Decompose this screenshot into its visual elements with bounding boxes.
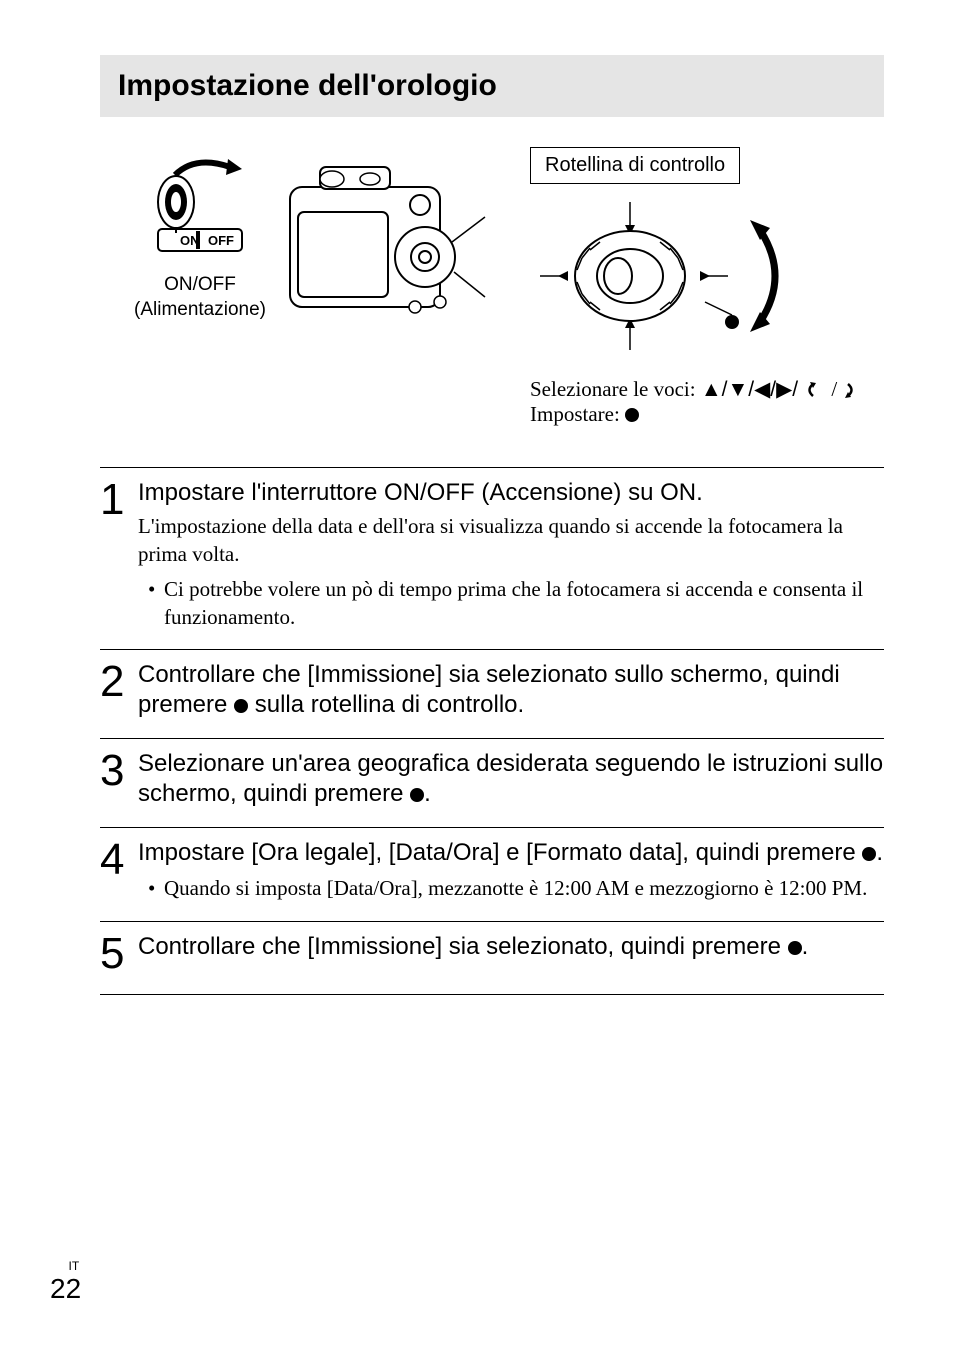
step-head-after: . bbox=[876, 839, 883, 866]
step-number: 1 bbox=[100, 478, 138, 522]
footer-page-number: 22 bbox=[50, 1273, 81, 1305]
control-wheel-label: Rotellina di controllo bbox=[530, 147, 740, 184]
camera-diagram bbox=[280, 147, 500, 342]
step-subtext: L'impostazione della data e dell'ora si … bbox=[138, 512, 884, 569]
rotate-ccw-icon bbox=[803, 381, 831, 399]
steps-list: 1 Impostare l'interruttore ON/OFF (Accen… bbox=[100, 467, 884, 995]
caption-line1: ON/OFF bbox=[164, 274, 236, 295]
step-number: 4 bbox=[100, 838, 138, 882]
step-head-after: sulla rotellina di controllo. bbox=[248, 691, 524, 718]
step-head: Selezionare un'area geografica desiderat… bbox=[138, 749, 884, 809]
page-footer: IT 22 bbox=[50, 1259, 81, 1305]
caption-line2: (Alimentazione) bbox=[134, 299, 266, 320]
set-prefix: Impostare: bbox=[530, 402, 625, 426]
bullet-item: • Quando si imposta [Data/Ora], mezzanot… bbox=[148, 874, 884, 902]
step-head-before: Impostare [Ora legale], [Data/Ora] e [Fo… bbox=[138, 839, 862, 866]
step-head-after: . bbox=[424, 780, 431, 807]
rotate-cw-icon bbox=[842, 381, 858, 399]
bullet-list: • Quando si imposta [Data/Ora], mezzanot… bbox=[138, 874, 884, 902]
step-number: 5 bbox=[100, 932, 138, 976]
section-title-bar: Impostazione dell'orologio bbox=[100, 55, 884, 117]
power-switch-caption: ON/OFF (Alimentazione) bbox=[130, 273, 270, 322]
step-number: 3 bbox=[100, 749, 138, 793]
center-button-icon bbox=[234, 699, 248, 713]
step-head-before: Selezionare un'area geografica desiderat… bbox=[138, 750, 883, 807]
step-head-before: Controllare che [Immissione] sia selezio… bbox=[138, 933, 788, 960]
power-switch-diagram: ON OFF ON/OFF (Alimentazione) bbox=[130, 147, 270, 322]
section-title: Impostazione dell'orologio bbox=[118, 69, 866, 103]
page: Impostazione dell'orologio ON OFF ON/OFF… bbox=[0, 0, 954, 1345]
select-prefix: Selezionare le voci: bbox=[530, 377, 701, 401]
step-5: 5 Controllare che [Immissione] sia selez… bbox=[100, 921, 884, 995]
control-wheel-icon bbox=[510, 190, 820, 360]
step-body: Selezionare un'area geografica desiderat… bbox=[138, 749, 884, 809]
bullet-item: • Ci potrebbe volere un pò di tempo prim… bbox=[148, 575, 884, 632]
step-1: 1 Impostare l'interruttore ON/OFF (Accen… bbox=[100, 467, 884, 649]
control-wheel-block: Rotellina di controllo bbox=[510, 147, 884, 427]
step-4: 4 Impostare [Ora legale], [Data/Ora] e [… bbox=[100, 827, 884, 920]
bullet-dot: • bbox=[148, 874, 164, 902]
step-head: Controllare che [Immissione] sia selezio… bbox=[138, 660, 884, 720]
center-button-icon bbox=[788, 941, 802, 955]
center-button-icon bbox=[862, 847, 876, 861]
step-2: 2 Controllare che [Immissione] sia selez… bbox=[100, 649, 884, 738]
step-body: Controllare che [Immissione] sia selezio… bbox=[138, 932, 884, 962]
bullet-list: • Ci potrebbe volere un pò di tempo prim… bbox=[138, 575, 884, 632]
step-head: Impostare l'interruttore ON/OFF (Accensi… bbox=[138, 478, 884, 508]
step-head-after: . bbox=[802, 933, 809, 960]
footer-lang: IT bbox=[50, 1259, 79, 1273]
step-body: Impostare l'interruttore ON/OFF (Accensi… bbox=[138, 478, 884, 631]
step-body: Impostare [Ora legale], [Data/Ora] e [Fo… bbox=[138, 838, 884, 902]
step-number: 2 bbox=[100, 660, 138, 704]
step-body: Controllare che [Immissione] sia selezio… bbox=[138, 660, 884, 720]
select-symbols: ▲/▼/◀/▶/ bbox=[701, 378, 798, 401]
center-button-icon bbox=[410, 788, 424, 802]
diagram-row: ON OFF ON/OFF (Alimentazione) bbox=[130, 147, 884, 427]
bullet-text: Ci potrebbe volere un pò di tempo prima … bbox=[164, 575, 884, 632]
step-head: Controllare che [Immissione] sia selezio… bbox=[138, 932, 884, 962]
select-items-text: Selezionare le voci: ▲/▼/◀/▶/ / Impostar… bbox=[530, 377, 884, 427]
off-label-svg: OFF bbox=[208, 233, 234, 248]
step-head: Impostare [Ora legale], [Data/Ora] e [Fo… bbox=[138, 838, 884, 868]
step-3: 3 Selezionare un'area geografica desider… bbox=[100, 738, 884, 827]
power-switch-icon: ON OFF bbox=[140, 147, 260, 267]
bullet-text: Quando si imposta [Data/Ora], mezzanotte… bbox=[164, 874, 867, 902]
center-button-icon bbox=[625, 408, 639, 422]
camera-icon bbox=[280, 147, 500, 337]
bullet-dot: • bbox=[148, 575, 164, 632]
select-slash: / bbox=[831, 377, 837, 401]
